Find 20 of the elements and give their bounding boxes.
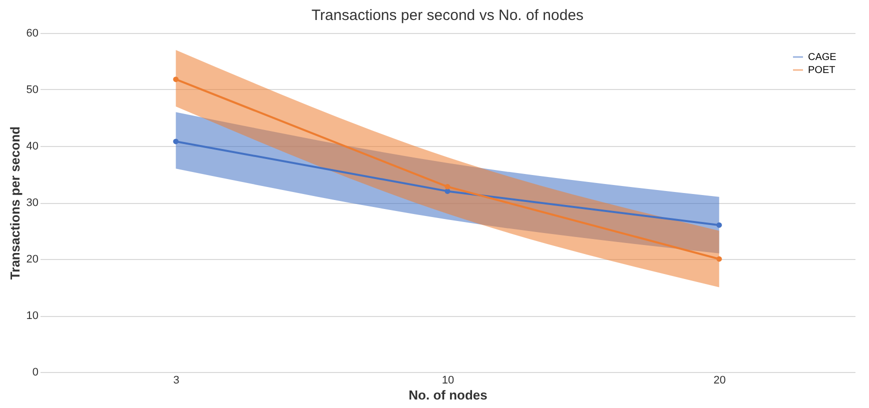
point bbox=[716, 222, 722, 228]
point bbox=[173, 138, 179, 144]
point bbox=[173, 76, 179, 82]
y-tick-label: 50 bbox=[26, 84, 38, 96]
y-tick-label: 40 bbox=[26, 140, 38, 152]
x-tick-label: 10 bbox=[442, 374, 454, 386]
y-tick-label: 30 bbox=[26, 197, 38, 209]
x-tick-label: 20 bbox=[714, 374, 726, 386]
y-tick-label: 60 bbox=[26, 28, 38, 40]
chart-title: Transactions per second vs No. of nodes bbox=[311, 7, 584, 24]
y-axis-title: Transactions per second bbox=[7, 126, 22, 280]
y-tick-label: 0 bbox=[32, 366, 38, 378]
x-axis-title: No. of nodes bbox=[408, 388, 488, 402]
point bbox=[716, 256, 722, 262]
y-tick-label: 10 bbox=[26, 310, 38, 322]
point bbox=[444, 184, 450, 190]
legend-label: POET bbox=[808, 65, 836, 76]
legend-label: CAGE bbox=[808, 52, 837, 63]
y-tick-label: 20 bbox=[26, 254, 38, 266]
x-tick-label: 3 bbox=[173, 374, 180, 386]
